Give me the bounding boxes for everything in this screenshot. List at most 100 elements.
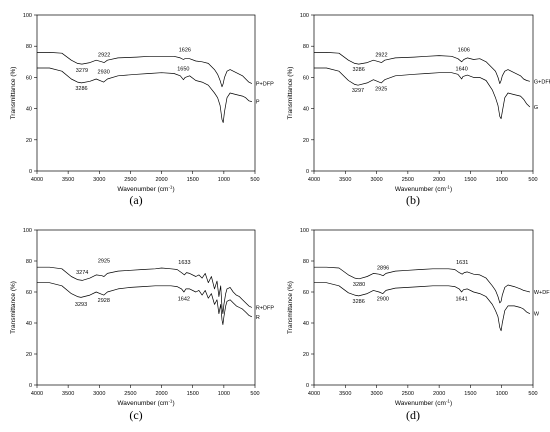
series-label: G+DFP bbox=[534, 79, 550, 85]
peak-label: 2900 bbox=[377, 297, 389, 303]
x-axis-title: Wavenumber (cm-1) bbox=[395, 399, 452, 408]
panel-label: (a) bbox=[129, 193, 142, 207]
peak-label: 1641 bbox=[455, 297, 467, 303]
spectrum-line-p-dfp bbox=[37, 52, 253, 88]
y-tick-label: 40 bbox=[303, 321, 309, 327]
x-tick-label: 500 bbox=[250, 391, 259, 397]
peak-label: 1626 bbox=[179, 48, 191, 54]
x-tick-label: 1000 bbox=[496, 177, 508, 183]
series-label: P bbox=[256, 100, 260, 106]
peak-label: 2922 bbox=[98, 52, 110, 58]
x-tick-label: 1000 bbox=[218, 177, 230, 183]
x-tick-label: 2000 bbox=[433, 391, 445, 397]
y-tick-label: 40 bbox=[303, 107, 309, 113]
x-axis-title-tail: ) bbox=[450, 186, 452, 193]
chart-panel-1: 0 20 40 60 80 100 4000 3500 3000 2500 2000 1500 1000… bbox=[10, 13, 274, 207]
y-tick-label: 40 bbox=[26, 107, 32, 113]
y-tick-label: 20 bbox=[26, 352, 32, 358]
chart-panel-2: 0 20 40 60 80 100 4000 3500 3000 2500 2000 1500 1000… bbox=[287, 13, 550, 207]
y-tick-label: 80 bbox=[303, 44, 309, 50]
x-tick-label: 1500 bbox=[464, 391, 476, 397]
y-tick-label: 100 bbox=[23, 228, 32, 234]
x-tick-label: 2000 bbox=[155, 177, 167, 183]
spectrum-line-p bbox=[37, 67, 252, 123]
x-axis-title: Wavenumber (cm-1) bbox=[117, 185, 174, 194]
chart-panel-4: 0 20 40 60 80 100 4000 3500 3000 2500 2000 1500 1000… bbox=[287, 228, 550, 422]
x-axis-title-main: Wavenumber (cm bbox=[117, 186, 168, 193]
x-tick-label: 3000 bbox=[370, 391, 382, 397]
x-tick-label: 3000 bbox=[93, 177, 105, 183]
peak-label: 1631 bbox=[456, 260, 468, 266]
series-label: R+DFP bbox=[256, 306, 275, 312]
x-tick-label: 500 bbox=[528, 391, 537, 397]
x-axis-title-sup: -1 bbox=[446, 185, 450, 190]
spectrum-line-r-dfp bbox=[37, 266, 253, 315]
x-axis-title-tail: ) bbox=[450, 400, 452, 407]
x-tick-label: 1500 bbox=[187, 391, 199, 397]
peak-label: 3274 bbox=[76, 270, 88, 276]
peak-label: 2896 bbox=[377, 266, 389, 272]
spectrum-line-r bbox=[37, 282, 253, 325]
plot-frame bbox=[36, 229, 256, 386]
peak-label: 2928 bbox=[98, 298, 110, 304]
peak-label: 2925 bbox=[98, 259, 110, 265]
y-tick-label: 100 bbox=[23, 13, 32, 19]
y-tick-label: 0 bbox=[29, 383, 32, 389]
x-axis-title-main: Wavenumber (cm bbox=[395, 400, 446, 407]
series-label: W+DFP bbox=[534, 290, 550, 296]
peak-label: 3280 bbox=[353, 282, 365, 288]
peak-label: 1642 bbox=[178, 297, 190, 303]
x-axis-title-tail: ) bbox=[172, 400, 174, 407]
x-tick-label: 1000 bbox=[218, 391, 230, 397]
y-tick-label: 60 bbox=[26, 290, 32, 296]
y-axis-title: Transmittance (%) bbox=[10, 281, 17, 334]
x-tick-label: 2500 bbox=[124, 391, 136, 397]
x-tick-label: 3500 bbox=[62, 391, 74, 397]
x-tick-label: 2500 bbox=[124, 177, 136, 183]
y-tick-label: 60 bbox=[303, 290, 309, 296]
peak-label: 2925 bbox=[375, 87, 387, 93]
x-tick-label: 2500 bbox=[402, 391, 414, 397]
x-tick-label: 3000 bbox=[93, 391, 105, 397]
peak-label: 1606 bbox=[458, 48, 470, 54]
peak-label: 3293 bbox=[75, 302, 87, 308]
x-tick-label: 3500 bbox=[339, 391, 351, 397]
peak-label: 3286 bbox=[75, 86, 87, 92]
y-axis-title: Transmittance (%) bbox=[10, 67, 17, 120]
spectrum-line-g-dfp bbox=[314, 52, 530, 84]
y-tick-label: 20 bbox=[303, 138, 309, 144]
y-axis-title: Transmittance (%) bbox=[287, 67, 294, 120]
peak-label: 2930 bbox=[98, 70, 110, 76]
x-tick-label: 3500 bbox=[339, 177, 351, 183]
x-tick-label: 4000 bbox=[31, 391, 43, 397]
x-tick-label: 2000 bbox=[155, 391, 167, 397]
x-tick-label: 3000 bbox=[370, 177, 382, 183]
x-tick-label: 1500 bbox=[187, 177, 199, 183]
panel-label: (b) bbox=[406, 193, 420, 207]
spectrum-line-w bbox=[314, 282, 531, 332]
x-tick-label: 4000 bbox=[308, 177, 320, 183]
peak-label: 1640 bbox=[456, 66, 468, 72]
x-axis-title-sup: -1 bbox=[446, 399, 450, 404]
panel-label: (d) bbox=[406, 408, 420, 422]
x-axis-title-sup: -1 bbox=[168, 399, 172, 404]
x-axis-title-tail: ) bbox=[172, 186, 174, 193]
chart-panel-3: 0 20 40 60 80 100 4000 3500 3000 2500 2000 1500 1000… bbox=[10, 228, 274, 422]
x-tick-label: 4000 bbox=[31, 177, 43, 183]
x-axis-title-sup: -1 bbox=[168, 185, 172, 190]
x-tick-label: 4000 bbox=[308, 391, 320, 397]
peak-label: 3286 bbox=[353, 299, 365, 305]
y-tick-label: 0 bbox=[306, 383, 309, 389]
peak-label: 3279 bbox=[76, 68, 88, 74]
x-tick-label: 2500 bbox=[402, 177, 414, 183]
series-label: W bbox=[534, 312, 540, 318]
x-tick-label: 500 bbox=[528, 177, 537, 183]
y-axis-title: Transmittance (%) bbox=[287, 281, 294, 334]
y-tick-label: 60 bbox=[303, 75, 309, 81]
spectrum-line-g bbox=[314, 67, 531, 120]
x-axis-title: Wavenumber (cm-1) bbox=[117, 399, 174, 408]
peak-label: 3286 bbox=[353, 67, 365, 73]
panel-label: (c) bbox=[129, 408, 142, 422]
y-tick-label: 20 bbox=[26, 138, 32, 144]
